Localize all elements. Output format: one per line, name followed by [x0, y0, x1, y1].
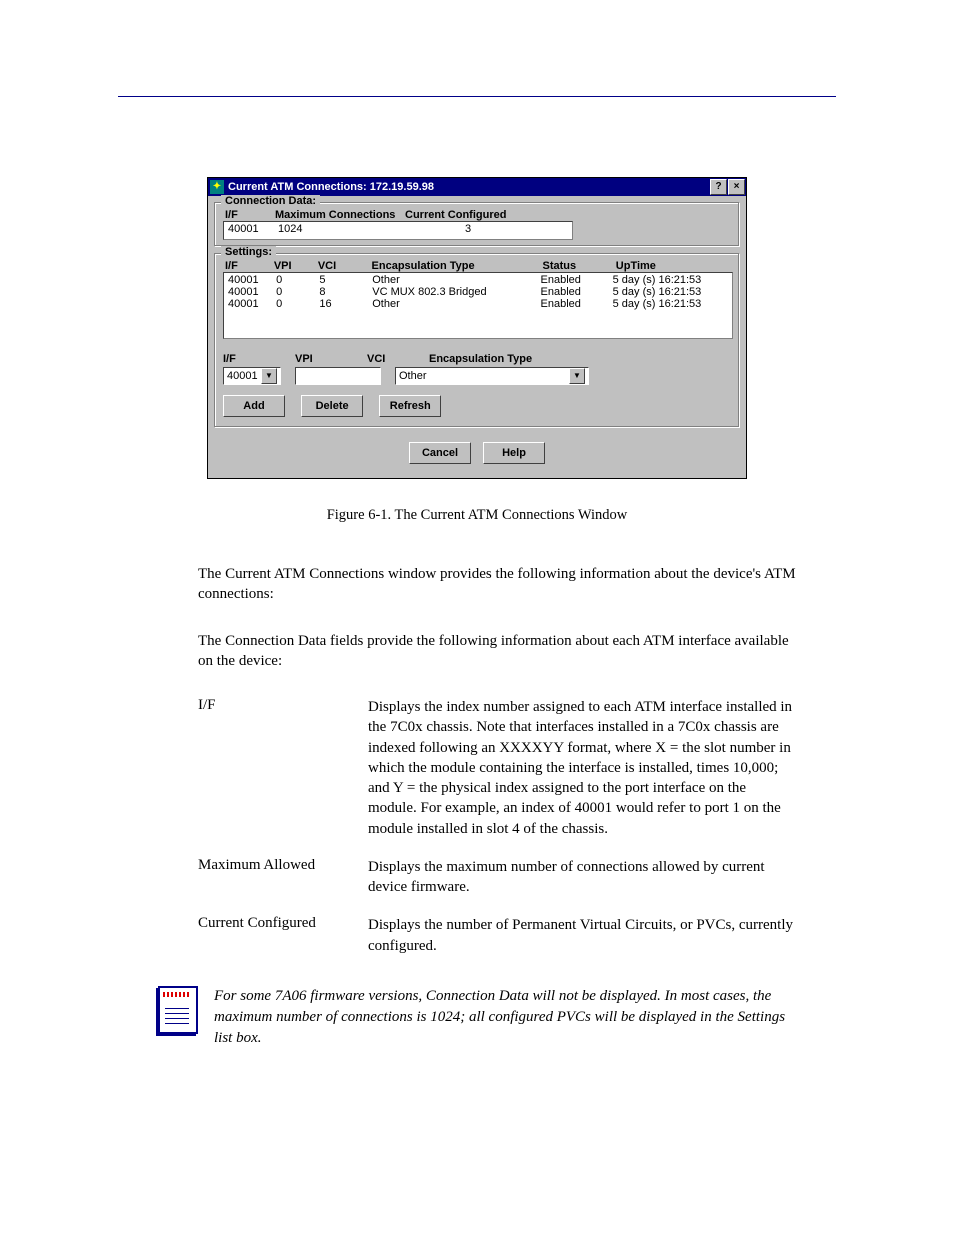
refresh-button[interactable]: Refresh [379, 395, 441, 417]
table-row[interactable]: 40001 0 16 Other Enabled 5 day (s) 16:21… [228, 298, 728, 310]
def-term-max: Maximum Allowed [198, 857, 368, 898]
note-icon [158, 986, 198, 1034]
add-button[interactable]: Add [223, 395, 285, 417]
figure-caption: Figure 6-1. The Current ATM Connections … [118, 507, 836, 524]
def-desc-cur: Displays the number of Permanent Virtual… [368, 915, 796, 956]
table-row[interactable]: 40001 0 8 VC MUX 802.3 Bridged Enabled 5… [228, 286, 728, 298]
s-hdr-vci: VCI [318, 260, 372, 272]
para-2: The Connection Data fields provide the f… [198, 631, 796, 672]
chevron-down-icon: ▼ [261, 368, 277, 384]
cd-header-cur: Current Configured [405, 209, 525, 221]
s-hdr-up: UpTime [616, 260, 733, 272]
connection-data-legend: Connection Data: [221, 195, 320, 207]
if-dropdown[interactable]: 40001 ▼ [223, 367, 281, 385]
connection-data-group: Connection Data: I/F Maximum Connections… [214, 202, 740, 247]
def-term-if: I/F [198, 697, 368, 839]
edit-lbl-vpi: VPI [295, 353, 367, 367]
edit-lbl-vci: VCI [367, 353, 429, 367]
enc-dropdown[interactable]: Other ▼ [395, 367, 589, 385]
cd-header-max: Maximum Connections [275, 209, 405, 221]
settings-group: Settings: I/F VPI VCI Encapsulation Type… [214, 253, 740, 428]
window-title: Current ATM Connections: 172.19.59.98 [228, 181, 434, 193]
s-hdr-if: I/F [225, 260, 274, 272]
edit-lbl-enc: Encapsulation Type [429, 353, 532, 367]
help-button[interactable]: Help [483, 442, 545, 464]
s-hdr-enc: Encapsulation Type [372, 260, 543, 272]
titlebar: ✦ Current ATM Connections: 172.19.59.98 … [208, 178, 746, 196]
chevron-down-icon: ▼ [569, 368, 585, 384]
page-rule [118, 96, 836, 97]
settings-legend: Settings: [221, 246, 276, 258]
def-desc-max: Displays the maximum number of connectio… [368, 857, 796, 898]
def-desc-if: Displays the index number assigned to ea… [368, 697, 796, 839]
table-row[interactable]: 40001 0 5 Other Enabled 5 day (s) 16:21:… [228, 274, 728, 286]
vpi-input[interactable] [295, 367, 381, 385]
close-icon[interactable]: × [728, 179, 745, 195]
def-term-cur: Current Configured [198, 915, 368, 956]
cd-header-if: I/F [225, 209, 275, 221]
delete-button[interactable]: Delete [301, 395, 363, 417]
s-hdr-stat: Status [543, 260, 616, 272]
para-1: The Current ATM Connections window provi… [198, 564, 796, 605]
atm-connections-dialog: ✦ Current ATM Connections: 172.19.59.98 … [207, 177, 747, 479]
table-row[interactable]: 40001 1024 3 [228, 223, 568, 235]
cancel-button[interactable]: Cancel [409, 442, 471, 464]
help-icon[interactable]: ? [710, 179, 727, 195]
edit-lbl-if: I/F [223, 353, 295, 367]
app-icon: ✦ [210, 180, 224, 194]
s-hdr-vpi: VPI [274, 260, 318, 272]
note-text: For some 7A06 firmware versions, Connect… [214, 986, 796, 1049]
